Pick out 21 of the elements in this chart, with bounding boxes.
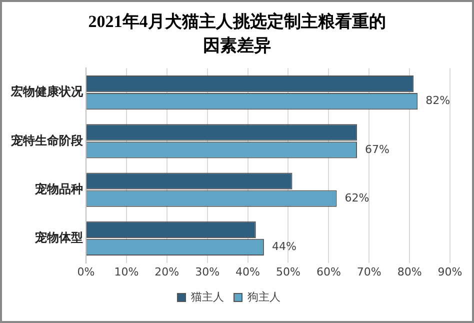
- x-tick-label: 60%: [316, 265, 341, 278]
- y-tick-label: 宠物品种: [34, 182, 83, 196]
- data-label: 44%: [272, 240, 296, 254]
- data-label: 67%: [364, 142, 390, 156]
- x-tick-label: 10%: [114, 265, 139, 278]
- x-tick-label: 80%: [397, 265, 422, 278]
- legend-label: 猫主人: [191, 290, 224, 304]
- x-tick-label: 30%: [195, 265, 220, 278]
- chart-title: 2021年4月犬猫主人挑选定制主粮看重的因素差异: [87, 11, 387, 57]
- x-tick-label: 70%: [356, 265, 382, 278]
- x-tick-label: 40%: [236, 265, 260, 278]
- x-tick-label: 20%: [154, 265, 180, 278]
- data-label: 82%: [426, 94, 450, 108]
- data-label: 62%: [344, 191, 370, 204]
- y-tick-label: 宠特生命阶段: [10, 133, 84, 148]
- x-tick-label: 50%: [276, 265, 300, 278]
- y-tick-label: 宠物体型: [34, 230, 83, 245]
- x-tick-label: 0%: [77, 265, 95, 278]
- x-tick-label: 90%: [438, 265, 462, 278]
- legend-label: 狗主人: [248, 290, 280, 304]
- y-tick-label: 宏物健康状况: [10, 84, 84, 99]
